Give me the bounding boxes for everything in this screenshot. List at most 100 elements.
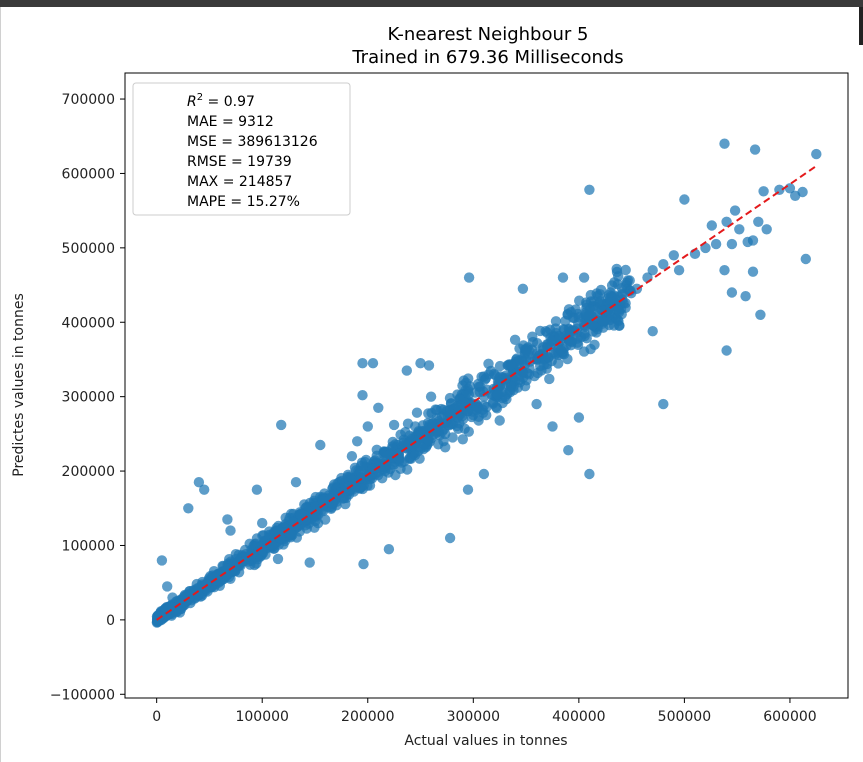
scatter-point [473, 378, 484, 390]
ideal-fit-line [156, 165, 817, 621]
scatter-point [509, 334, 521, 345]
scatter-point [594, 296, 606, 307]
scatter-point [494, 415, 505, 426]
scatter-point [719, 265, 730, 276]
scatter-point [726, 287, 738, 298]
scatter-point [154, 611, 165, 622]
legend-mse: MSE = 389613126 [187, 134, 318, 150]
scatter-point [367, 463, 378, 474]
x-tick-label: 100000 [235, 709, 288, 725]
scatter-point [295, 509, 307, 520]
scatter-point [758, 186, 769, 197]
scatter-point [471, 404, 482, 416]
y-axis-label: Predictes values in tonnes [11, 293, 27, 476]
chart-title: K-nearest Neighbour 5 [388, 24, 589, 45]
scatter-point [411, 407, 423, 418]
scatter-point [580, 321, 591, 332]
scatter-points [151, 138, 822, 628]
scatter-point [560, 315, 571, 327]
legend-max: MAX = 214857 [187, 174, 292, 190]
x-tick-label: 600000 [763, 709, 816, 725]
scatter-point [525, 356, 536, 367]
scatter-point [700, 242, 711, 254]
scatter-point [613, 305, 624, 316]
legend-r2: R2 = 0.97 [187, 92, 255, 110]
scatter-point [742, 236, 753, 248]
scatter-point [554, 332, 565, 343]
y-tick-label: 600000 [62, 166, 115, 182]
y-tick-label: 300000 [62, 390, 115, 406]
scatter-point [425, 391, 437, 402]
scatter-point [483, 358, 494, 369]
legend-r2-value: = 0.97 [203, 94, 255, 110]
scatter-point [753, 216, 764, 227]
scatter-point [557, 272, 569, 283]
scatter-point [761, 224, 772, 235]
scatter-point [290, 477, 302, 488]
legend-mape: MAPE = 15.27% [187, 194, 300, 210]
scatter-point [340, 498, 351, 510]
scatter-point [276, 419, 287, 431]
scatter-point [257, 517, 268, 529]
scatter-point [320, 514, 331, 525]
scatter-point [673, 265, 685, 276]
scatter-point [597, 315, 608, 327]
scatter-point [452, 401, 463, 412]
scatter-point [483, 369, 494, 380]
scatter-point [544, 373, 555, 385]
scatter-point [304, 557, 315, 568]
x-tick-label: 300000 [447, 709, 500, 725]
scatter-point [156, 555, 168, 566]
scatter-point [222, 514, 233, 525]
scatter-point [199, 484, 210, 495]
scatter-point [357, 358, 368, 369]
scatter-point [344, 471, 355, 482]
scatter-point [555, 344, 566, 356]
scatter-point [387, 436, 398, 448]
scatter-point [492, 376, 504, 388]
scatter-point [463, 272, 475, 283]
scatter-point [531, 398, 542, 410]
scatter-point [378, 461, 389, 472]
x-axis-ticks: 0 100000 200000 300000 400000 500000 600000 [152, 698, 817, 725]
scatter-point [228, 564, 239, 576]
scatter-point [514, 374, 525, 386]
scatter-point [578, 346, 590, 357]
scatter-point [573, 412, 585, 423]
scatter-point [563, 445, 574, 456]
scatter-point [328, 479, 340, 490]
scatter-point [251, 484, 263, 495]
scatter-point [620, 298, 631, 309]
scatter-point [268, 540, 279, 552]
scatter-point [457, 380, 468, 391]
chart-subtitle: Trained in 679.36 Milliseconds [351, 47, 623, 68]
scatter-point [518, 340, 529, 351]
scatter-point [352, 436, 363, 447]
scatter-point [388, 419, 400, 431]
scatter-point [755, 309, 766, 320]
scatter-point [458, 413, 469, 425]
scatter-point [367, 358, 379, 369]
y-tick-label: 200000 [62, 464, 115, 480]
scatter-point [578, 272, 590, 283]
metrics-legend: R2 = 0.97 MAE = 9312 MSE = 389613126 RMS… [132, 82, 351, 216]
y-tick-label: 0 [106, 613, 115, 629]
x-tick-label: 400000 [552, 709, 605, 725]
scatter-point [800, 253, 811, 265]
scatter-point [550, 316, 562, 327]
scatter-point [272, 553, 284, 565]
scatter-point [167, 592, 178, 603]
scatter-point [436, 403, 447, 415]
scatter-point [710, 238, 722, 250]
legend-r2-exponent: 2 [197, 92, 203, 103]
scatter-point [457, 434, 468, 445]
x-tick-label: 200000 [341, 709, 394, 725]
scatter-point [621, 279, 632, 291]
window-left-edge [0, 7, 1, 762]
scatter-point [357, 390, 368, 401]
scatter-point [422, 434, 434, 446]
scatter-point [174, 607, 186, 618]
scatter-point [373, 402, 384, 413]
x-axis-label: Actual values in tonnes [404, 733, 567, 749]
